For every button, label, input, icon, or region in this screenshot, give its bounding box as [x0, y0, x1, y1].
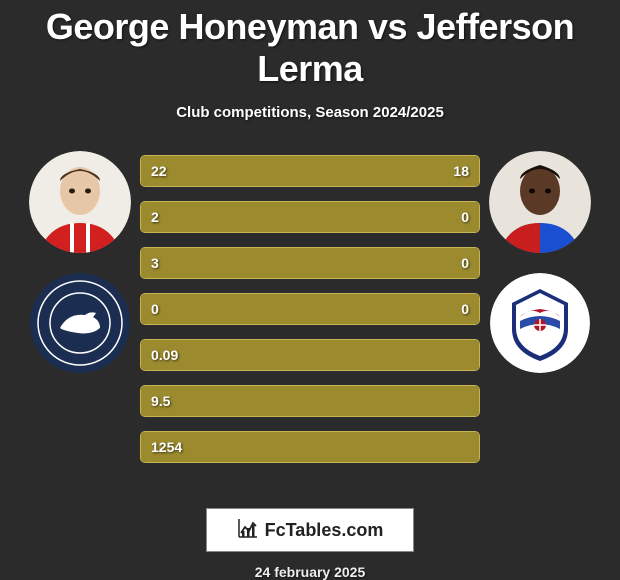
stat-fill-left [141, 294, 310, 324]
stat-row: 3Assists0 [140, 247, 480, 279]
footer-date: 24 february 2025 [255, 564, 366, 580]
right-club-badge [490, 273, 590, 373]
right-player-column [480, 141, 600, 373]
comparison-card: George Honeyman vs Jefferson Lerma Club … [0, 0, 620, 580]
stat-fill-right [310, 294, 479, 324]
right-player-avatar [489, 151, 591, 253]
stat-fill-left [141, 156, 479, 186]
stat-value-left: 0.09 [151, 347, 178, 363]
chart-icon [237, 517, 259, 544]
stat-value-left: 1254 [151, 439, 182, 455]
stat-value-left: 9.5 [151, 393, 170, 409]
stat-value-right: 0 [461, 255, 469, 271]
stat-row: 1254Min per goal [140, 431, 480, 463]
stat-value-right: 0 [461, 209, 469, 225]
stat-row: 0.09Goals per match [140, 339, 480, 371]
stat-row: 0Hattricks0 [140, 293, 480, 325]
stat-row: 9.5Shots per goal [140, 385, 480, 417]
stat-value-left: 2 [151, 209, 159, 225]
stat-fill-left [141, 248, 479, 278]
left-player-avatar [29, 151, 131, 253]
stats-column: 22Matches18 2Goals0 3Assists0 0Hattricks0 0.… [140, 141, 480, 463]
stat-row: 22Matches18 [140, 155, 480, 187]
page-title: George Honeyman vs Jefferson Lerma [0, 6, 620, 90]
left-player-column [20, 141, 140, 373]
body-area: 22Matches18 2Goals0 3Assists0 0Hattricks0 0.… [0, 141, 620, 490]
stat-value-left: 0 [151, 301, 159, 317]
stat-fill-left [141, 432, 479, 462]
stat-value-left: 22 [151, 163, 167, 179]
stat-fill-left [141, 202, 479, 232]
stat-value-left: 3 [151, 255, 159, 271]
stat-fill-left [141, 386, 479, 416]
footer-brand-text: FcTables.com [265, 520, 384, 541]
stat-row: 2Goals0 [140, 201, 480, 233]
footer-brand-badge: FcTables.com [206, 508, 414, 552]
stat-value-right: 18 [453, 163, 469, 179]
subtitle: Club competitions, Season 2024/2025 [176, 104, 444, 121]
stat-fill-left [141, 340, 479, 370]
left-club-badge [30, 273, 130, 373]
stat-value-right: 0 [461, 301, 469, 317]
